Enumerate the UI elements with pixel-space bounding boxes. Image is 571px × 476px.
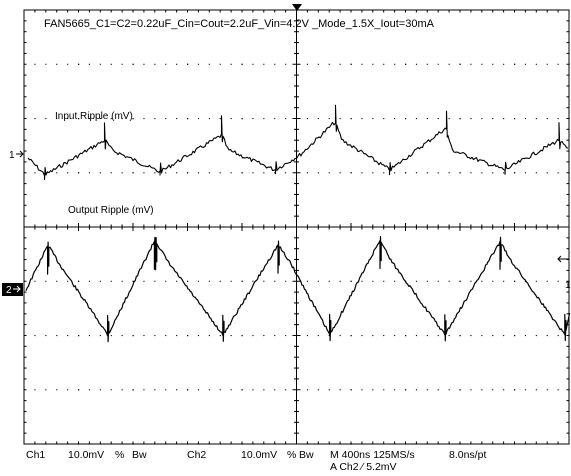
ch1-coupling-icon: % (115, 449, 124, 461)
sample-resolution: 8.0ns/pt (449, 449, 486, 461)
ch1-scale: 10.0mV (68, 449, 104, 461)
ch2-scale: 10.0mV (241, 449, 277, 461)
trigger-position-marker (292, 4, 302, 11)
timebase: M 400ns 125MS/s (330, 449, 415, 461)
channel-2-marker-text: 2 (6, 285, 12, 296)
graticule-grid (23, 9, 570, 445)
output-ripple-label: Output Ripple (mV) (68, 205, 154, 216)
ch2-label: Ch2 (187, 449, 206, 461)
ch2-bandwidth: Bw (299, 449, 314, 461)
scope-title: FAN5665_C1=C2=0.22uF_Cin=Cout=2.2uF_Vin=… (44, 18, 435, 30)
output-ripple-trace (25, 235, 571, 343)
ch1-bandwidth: Bw (132, 449, 147, 461)
channel-1-marker-text: 1 (9, 150, 15, 161)
ch2-coupling-icon: % (287, 449, 296, 461)
channel-1-marker: 1 (9, 150, 24, 161)
input-ripple-label: Input Ripple (mV) (55, 111, 133, 122)
input-ripple-trace (27, 104, 569, 181)
channel-2-marker: 2 (2, 283, 23, 296)
trigger-setting: A Ch2 ∕ 5.2mV (330, 461, 397, 473)
right-edge-arrow-icon (557, 255, 569, 263)
ch1-label: Ch1 (26, 449, 45, 461)
status-bar: Ch1 10.0mV % Bw Ch2 10.0mV % Bw M 400ns … (26, 449, 486, 473)
right-reference-marker: 1 (565, 280, 571, 291)
